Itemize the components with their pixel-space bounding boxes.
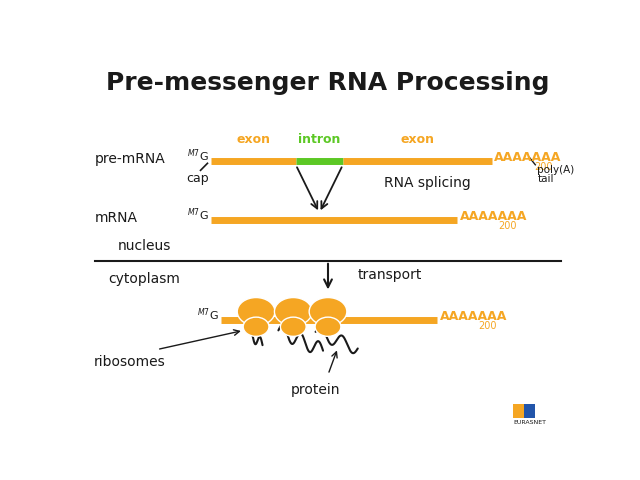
Text: ribosomes: ribosomes [93,355,166,369]
Text: transport: transport [358,268,422,282]
Text: cytoplasm: cytoplasm [109,272,180,286]
Text: $^{M7}$G: $^{M7}$G [187,148,209,164]
Text: nucleus: nucleus [118,239,171,253]
FancyBboxPatch shape [524,404,535,418]
Text: pre-mRNA: pre-mRNA [95,152,166,166]
Text: 200: 200 [534,162,552,172]
Text: intron: intron [298,132,340,145]
Text: 200: 200 [478,321,497,331]
Text: AAAAAAA: AAAAAAA [494,151,561,164]
Text: protein: protein [291,383,340,397]
Text: Pre-messenger RNA Processing: Pre-messenger RNA Processing [106,72,550,96]
Text: poly(A): poly(A) [538,165,575,175]
Circle shape [237,298,275,325]
Text: $^{M7}$G: $^{M7}$G [187,207,209,223]
Text: exon: exon [400,132,435,145]
Text: EURASNET: EURASNET [513,420,546,425]
Text: exon: exon [237,132,271,145]
Circle shape [243,317,269,336]
Text: tail: tail [538,174,554,184]
Text: $^{M7}$G: $^{M7}$G [197,307,219,323]
Circle shape [280,317,306,336]
Text: AAAAAAA: AAAAAAA [460,210,527,223]
Text: cap: cap [186,172,209,185]
Circle shape [315,317,341,336]
FancyBboxPatch shape [513,404,524,418]
Text: 200: 200 [498,221,516,231]
Text: AAAAAAA: AAAAAAA [440,310,507,323]
Text: RNA splicing: RNA splicing [384,176,470,190]
Text: mRNA: mRNA [95,211,138,226]
Circle shape [275,298,312,325]
Circle shape [309,298,347,325]
